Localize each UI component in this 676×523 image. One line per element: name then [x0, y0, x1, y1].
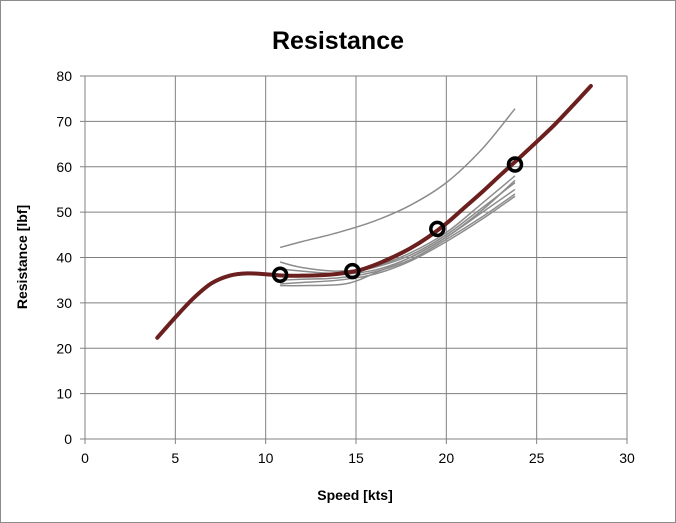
data-point-marker-4 [506, 156, 524, 173]
thin-series-line-1 [279, 108, 516, 249]
x-axis-label: Speed [kts] [317, 487, 392, 503]
thin-series-line-6 [280, 195, 516, 285]
x-tick-label: 30 [619, 450, 635, 466]
y-tick-label: 10 [56, 386, 72, 402]
tick-labels: 0 5 10 15 20 25 30 0 10 20 30 40 50 60 70 80 [56, 68, 635, 466]
y-axis-label: Resistance [lbf] [14, 205, 30, 309]
y-tick-label: 50 [56, 204, 72, 220]
x-tick-label: 20 [439, 450, 455, 466]
x-tick-label: 25 [529, 450, 545, 466]
x-tick-label: 15 [348, 450, 364, 466]
x-tick-label: 10 [258, 450, 274, 466]
marker-group [271, 156, 524, 283]
axes [80, 75, 628, 444]
grid-lines [84, 75, 628, 440]
y-tick-label: 40 [56, 250, 72, 266]
thin-series-line-7 [280, 179, 516, 287]
thin-series-line-2 [279, 175, 516, 272]
thin-series-line-5 [280, 193, 516, 281]
y-tick-label: 80 [56, 68, 72, 84]
y-tick-label: 20 [56, 340, 72, 356]
data-point-marker-1 [271, 266, 289, 283]
x-tick-label: 0 [81, 450, 89, 466]
thin-series-group [279, 108, 516, 287]
y-tick-label: 60 [56, 159, 72, 175]
y-tick-label: 30 [56, 295, 72, 311]
data-point-marker-3 [429, 220, 446, 238]
data-point-marker-2 [344, 262, 361, 280]
thin-series-line-3 [280, 182, 516, 275]
chart-title: Resistance [272, 27, 404, 55]
y-tick-label: 0 [64, 431, 72, 447]
y-tick-label: 70 [56, 113, 72, 129]
x-tick-label: 5 [171, 450, 179, 466]
